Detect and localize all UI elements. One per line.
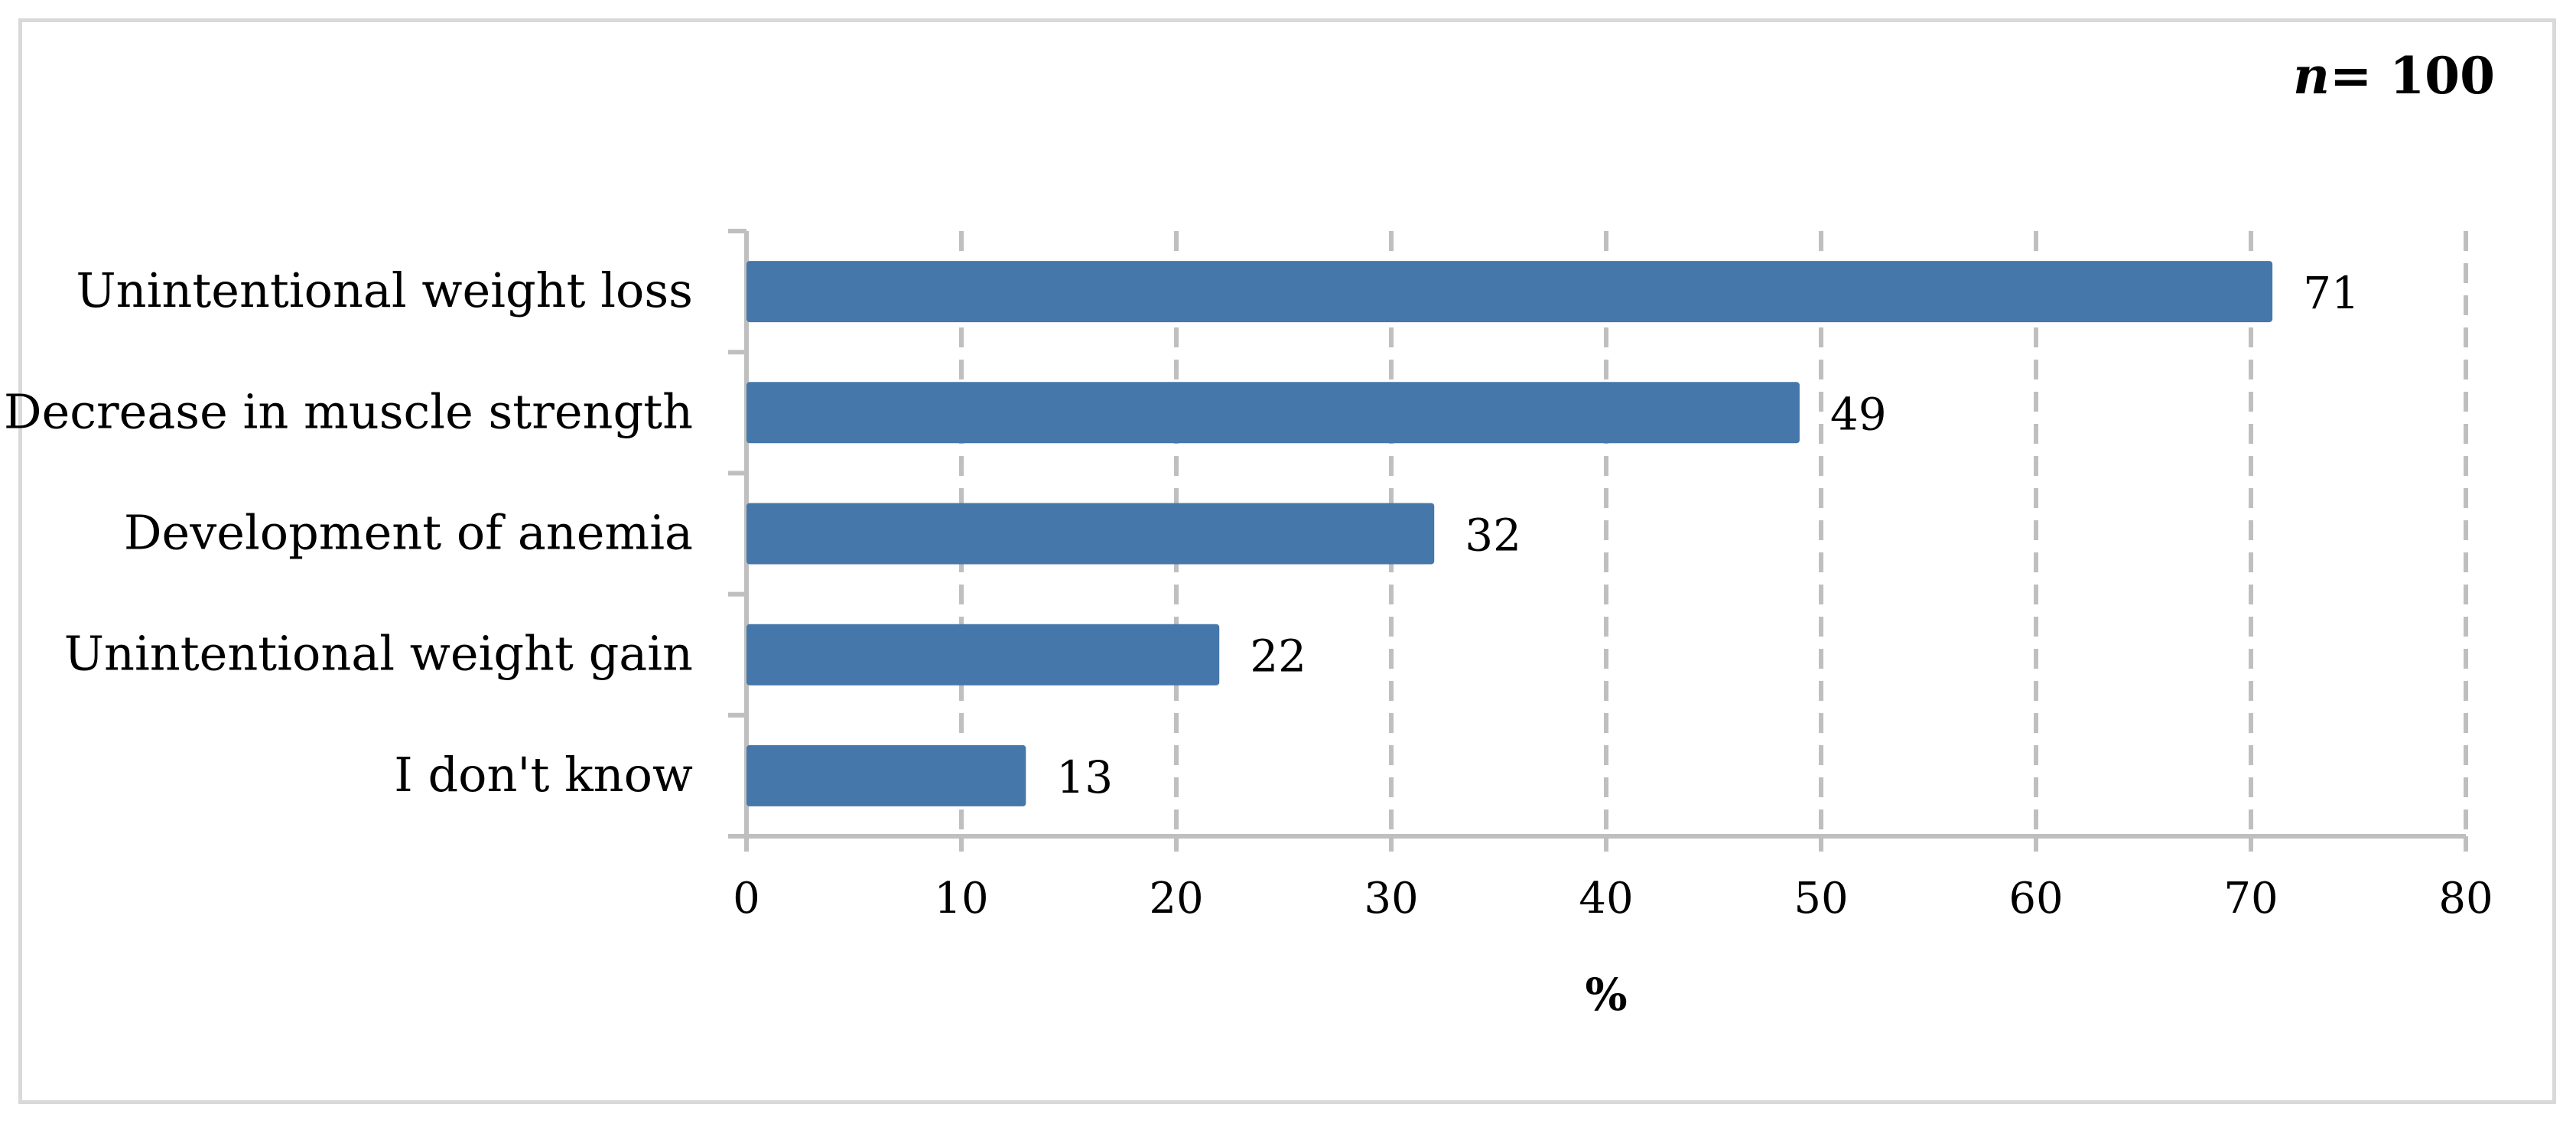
x-tick-label: 60 [2008,874,2063,923]
bars [746,261,2273,806]
x-tick-label: 50 [1794,874,1848,923]
x-axis-title: % [1585,969,1627,1021]
x-tick-label: 80 [2438,874,2493,923]
category-label: Development of anemia [124,505,693,561]
data-label: 49 [1830,388,1887,440]
x-tick-label: 20 [1149,874,1203,923]
axes [728,229,2468,852]
category-label: Unintentional weight loss [76,262,693,318]
labels: 0 10 20 30 40 50 60 70 80 Unintentional weight lo… [4,262,2493,923]
x-tick-label: 70 [2223,874,2278,923]
category-label: Decrease in muscle strength [4,383,693,439]
bar [746,503,1435,565]
bar [746,382,1800,444]
x-tick-label: 10 [934,874,988,923]
data-label: 32 [1465,510,1521,562]
bar [746,624,1220,686]
data-label: 71 [2303,267,2360,319]
data-label: 22 [1250,630,1306,682]
x-tick-label: 30 [1364,874,1418,923]
x-tick-label: 40 [1579,874,1633,923]
x-tick-label: 0 [733,874,760,923]
category-label: Unintentional weight gain [64,626,693,682]
sample-size-label: n= 100 [2293,46,2495,106]
category-label: I don't know [394,747,693,803]
bar [746,261,2273,323]
data-label: 13 [1056,751,1113,803]
bar [746,744,1026,806]
